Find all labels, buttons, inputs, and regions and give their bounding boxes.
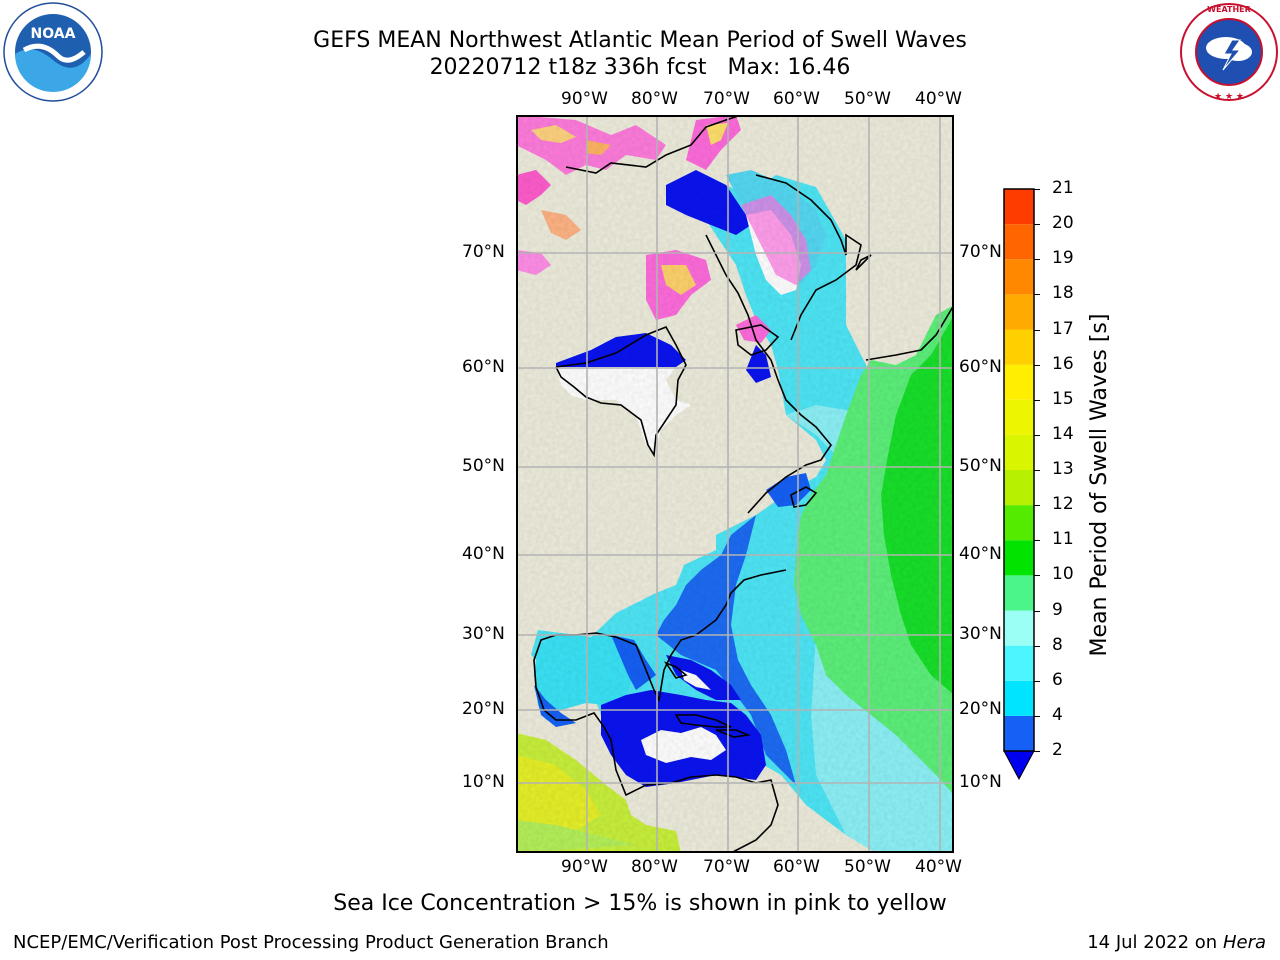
colorbar-tick (1034, 189, 1040, 190)
colorbar-tick-label: 9 (1052, 599, 1063, 620)
colorbar-segment (1004, 434, 1034, 470)
colorbar-segment (1004, 470, 1034, 506)
sea-ice-note: Sea Ice Concentration > 15% is shown in … (333, 891, 947, 916)
colorbar-tick (1034, 329, 1040, 331)
lon-label-bottom: 40°W (915, 857, 962, 877)
lat-label-right: 30°N (959, 624, 1002, 644)
colorbar-segment (1004, 329, 1034, 365)
colorbar-tick (1034, 434, 1040, 436)
colorbar-tick-label: 15 (1052, 388, 1074, 409)
colorbar-tick (1034, 364, 1040, 366)
colorbar-segment (1004, 364, 1034, 400)
lat-label-left: 60°N (462, 357, 505, 377)
lon-label-top: 80°W (631, 89, 678, 109)
svg-text:WEATHER: WEATHER (1207, 5, 1251, 14)
colorbar-tick (1034, 224, 1040, 226)
colorbar-segment (1004, 189, 1034, 225)
map-subtitle: 20220712 t18z 336h fcst Max: 16.46 (0, 55, 1280, 81)
noaa-wordmark: NOAA (31, 26, 76, 42)
graticule (516, 115, 954, 853)
colorbar-tick (1034, 645, 1040, 647)
colorbar-tick-label: 6 (1052, 669, 1063, 690)
colorbar-tick (1034, 715, 1040, 717)
lat-label-left: 50°N (462, 456, 505, 476)
colorbar-tick-label: 10 (1052, 564, 1074, 585)
colorbar-segment (1004, 224, 1034, 260)
max-value: Max: 16.46 (727, 55, 851, 80)
colorbar-tick-label: 17 (1052, 318, 1074, 339)
colorbar-tick-label: 12 (1052, 494, 1074, 515)
colorbar-tick-label: 11 (1052, 529, 1074, 550)
colorbar-segment (1004, 294, 1034, 330)
colorbar-tick-label: 20 (1052, 213, 1074, 234)
colorbar-ticks: 2 4 6 8 9 10 11 12 13 14 15 16 17 18 19 20 21 (1034, 0, 1092, 960)
colorbar-segment (1004, 259, 1034, 295)
svg-text:★ ★ ★: ★ ★ ★ (1214, 92, 1244, 102)
lon-label-top: 90°W (561, 89, 608, 109)
lat-label-right: 50°N (959, 456, 1002, 476)
colorbar-tick (1034, 575, 1040, 577)
lat-label-right: 60°N (959, 357, 1002, 377)
colorbar-segment (1004, 540, 1034, 576)
colorbar-segment (1004, 505, 1034, 541)
colorbar-segment (1004, 610, 1034, 646)
lon-label-top: 40°W (915, 89, 962, 109)
colorbar-segment (1004, 680, 1034, 716)
forecast-run: 20220712 t18z 336h fcst (429, 55, 707, 80)
colorbar-tick (1034, 259, 1040, 261)
colorbar-tick-label: 13 (1052, 459, 1074, 479)
colorbar-segment (1004, 715, 1034, 751)
colorbar-tick (1034, 540, 1040, 542)
colorbar-tick-label: 16 (1052, 353, 1074, 374)
colorbar-tick (1034, 399, 1040, 401)
colorbar-tick-label: 19 (1052, 248, 1074, 269)
colorbar-tick-label: 18 (1052, 283, 1074, 304)
footer-on: on (1194, 932, 1218, 953)
lon-label-top: 70°W (703, 89, 750, 109)
lat-label-left: 40°N (462, 544, 505, 564)
lat-label-right: 20°N (959, 699, 1002, 719)
lat-label-left: 30°N (462, 624, 505, 644)
lat-label-left: 10°N (462, 772, 505, 792)
colorbar-segment (1004, 575, 1034, 611)
lon-label-bottom: 60°W (773, 857, 820, 877)
colorbar (1000, 185, 1050, 785)
colorbar-tick (1034, 505, 1040, 507)
colorbar-tick-label: 4 (1052, 704, 1063, 725)
colorbar-tick (1034, 610, 1040, 612)
footer-date: 14 Jul 2022 on Hera (1087, 932, 1266, 953)
lat-label-right: 40°N (959, 544, 1002, 564)
lon-label-bottom: 90°W (561, 857, 608, 877)
colorbar-tick (1034, 751, 1040, 752)
nws-logo: WEATHER ★ ★ ★ (1178, 2, 1280, 102)
colorbar-tick-label: 2 (1052, 740, 1063, 760)
colorbar-segment (1004, 645, 1034, 681)
lon-label-top: 60°W (773, 89, 820, 109)
footer-machine: Hera (1222, 932, 1266, 953)
colorbar-tick-label: 14 (1052, 423, 1074, 444)
colorbar-extend-arrow (1003, 750, 1035, 781)
lat-label-left: 70°N (462, 242, 505, 262)
footer-date-text: 14 Jul 2022 (1087, 932, 1190, 953)
coastlines (533, 114, 955, 854)
map-frame (516, 115, 954, 853)
lon-label-top: 50°W (844, 89, 891, 109)
noaa-logo: NOAA (2, 2, 104, 102)
lat-label-right: 10°N (959, 772, 1002, 792)
colorbar-tick-label: 8 (1052, 634, 1063, 655)
colorbar-label: Mean Period of Swell Waves [s] (1087, 313, 1112, 657)
colorbar-tick (1034, 470, 1040, 471)
lon-label-bottom: 80°W (631, 857, 678, 877)
colorbar-tick (1034, 680, 1040, 682)
colorbar-tick-label: 21 (1052, 178, 1074, 198)
map-title: GEFS MEAN Northwest Atlantic Mean Period… (313, 28, 967, 53)
colorbar-tick (1034, 294, 1040, 296)
lon-label-bottom: 50°W (844, 857, 891, 877)
lat-label-left: 20°N (462, 699, 505, 719)
lat-label-right: 70°N (959, 242, 1002, 262)
colorbar-segment (1004, 399, 1034, 435)
swell-period-map (516, 114, 955, 854)
footer-credit: NCEP/EMC/Verification Post Processing Pr… (13, 932, 609, 953)
lon-label-bottom: 70°W (703, 857, 750, 877)
